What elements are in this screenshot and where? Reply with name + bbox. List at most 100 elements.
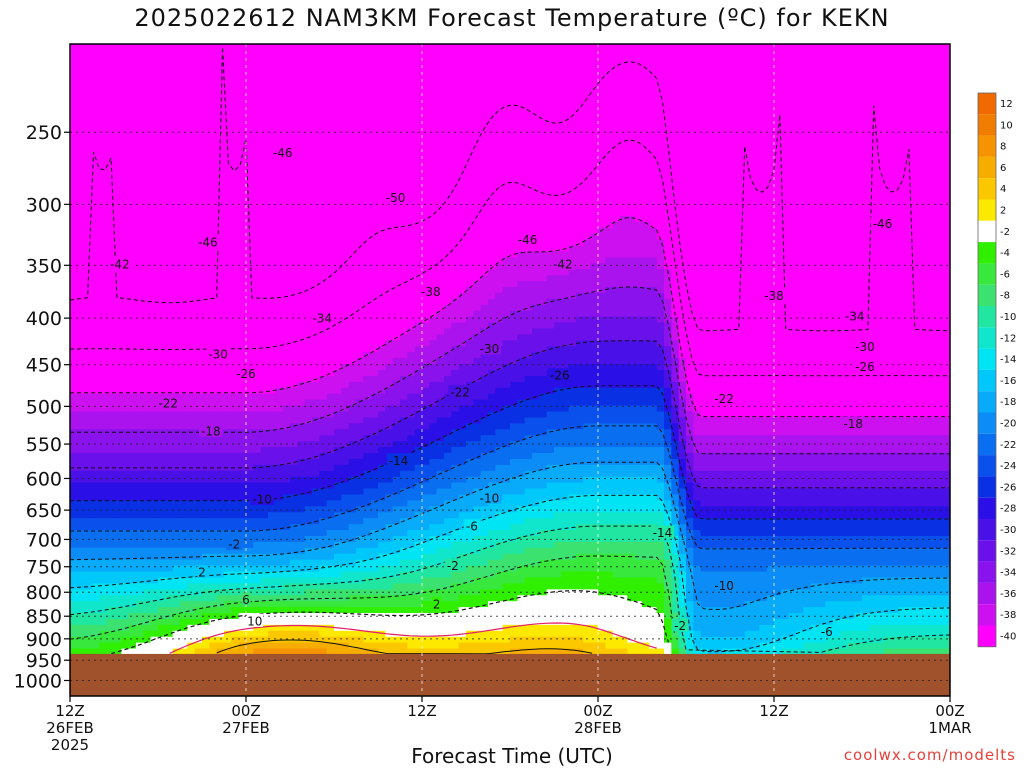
temperature-cell [356,121,364,128]
temperature-cell [70,613,78,620]
temperature-cell [400,174,408,181]
temperature-cell [370,85,379,93]
temperature-cell [246,559,254,567]
temperature-cell [128,61,137,69]
temperature-cell [334,103,342,110]
temperature-cell [275,346,284,353]
temperature-cell [99,103,108,110]
temperature-cell [158,506,166,513]
temperature-cell [128,411,137,419]
temperature-cell [202,85,210,93]
temperature-cell [216,150,225,158]
temperature-cell [106,541,115,549]
temperature-cell [282,298,291,306]
temperature-cell [172,121,181,128]
temperature-cell [312,435,320,442]
temperature-cell [392,464,401,472]
temperature-cell [165,334,174,341]
temperature-cell [158,642,166,650]
temperature-cell [282,162,291,170]
temperature-cell [165,547,174,555]
temperature-cell [114,310,122,318]
temperature-cell [106,399,115,407]
chart-title: 2025022612 NAM3KM Forecast Temperature (… [134,4,890,32]
temperature-cell [385,607,394,614]
temperature-cell [275,198,284,205]
temperature-cell [209,547,218,555]
temperature-cell [172,458,181,466]
temperature-cell [363,624,372,632]
temperature-cell [370,192,379,199]
temperature-cell [84,109,93,116]
temperature-cell [392,595,401,602]
temperature-cell [370,423,379,430]
temperature-cell [187,488,196,496]
temperature-cell [370,571,379,579]
temperature-cell [172,132,181,140]
temperature-cell [114,215,122,223]
temperature-cell [334,589,342,596]
temperature-cell [312,138,320,146]
temperature-cell [128,316,137,324]
temperature-cell [128,399,137,407]
temperature-cell [348,287,357,294]
temperature-cell [165,423,174,430]
temperature-cell [114,636,122,644]
temperature-cell [180,375,188,383]
temperature-cell [297,328,306,336]
temperature-cell [180,292,188,300]
temperature-cell [290,85,298,93]
temperature-cell [209,186,218,193]
temperature-cell [202,417,210,424]
temperature-cell [194,322,203,330]
temperature-cell [106,358,115,365]
temperature-cell [194,67,203,75]
temperature-cell [268,370,276,377]
temperature-cell [165,458,174,466]
temperature-cell [297,375,306,383]
temperature-cell [224,405,232,413]
temperature-cell [84,429,93,436]
temperature-cell [187,227,196,235]
temperature-cell [334,405,342,413]
temperature-cell [194,103,203,110]
temperature-cell [378,215,386,223]
temperature-cell [253,482,262,490]
temperature-cell [334,269,342,276]
temperature-cell [187,186,196,193]
temperature-cell [282,648,291,656]
temperature-cell [99,85,108,93]
temperature-cell [238,192,247,199]
temperature-cell [363,281,372,288]
temperature-cell [99,221,108,229]
temperature-cell [334,340,342,347]
temperature-cell [297,423,306,430]
temperature-cell [99,559,108,567]
temperature-cell [363,435,372,442]
temperature-cell [238,239,247,247]
temperature-cell [334,607,342,614]
temperature-cell [70,607,78,614]
temperature-cell [312,281,320,288]
temperature-cell [99,292,108,300]
temperature-cell [231,618,240,626]
temperature-cell [106,49,115,57]
temperature-cell [143,233,152,241]
temperature-cell [246,435,254,442]
temperature-cell [246,423,254,430]
temperature-cell [275,298,284,306]
temperature-cell [231,565,240,573]
temperature-cell [297,512,306,519]
temperature-cell [150,97,159,104]
temperature-cell [77,162,86,170]
temperature-cell [297,352,306,359]
temperature-cell [187,322,196,330]
temperature-cell [356,162,364,170]
temperature-cell [385,595,394,602]
temperature-cell [282,500,291,507]
temperature-cell [216,393,225,401]
temperature-cell [341,227,350,235]
temperature-cell [378,613,386,620]
temperature-cell [378,192,386,199]
temperature-cell [121,571,130,579]
